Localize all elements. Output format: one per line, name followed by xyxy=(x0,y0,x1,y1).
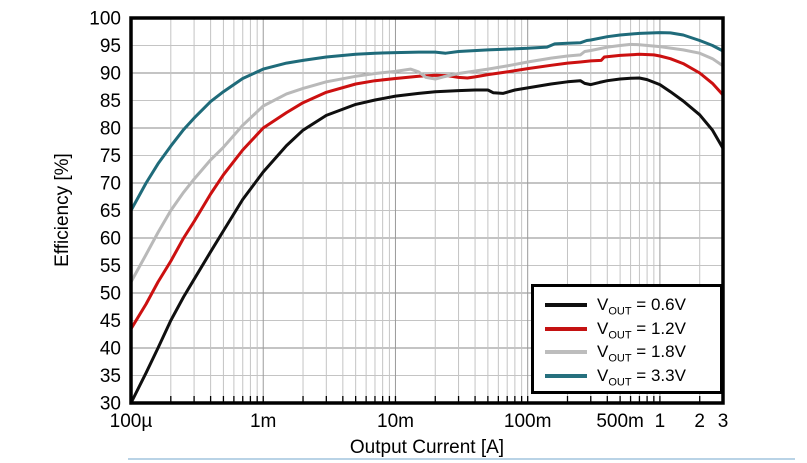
x-axis-title: Output Current [A] xyxy=(350,437,504,458)
plot-frame xyxy=(129,16,725,405)
curve-vout-0v6 xyxy=(129,76,725,405)
legend-swatch-vout-1v2 xyxy=(545,326,587,331)
y-tick-label: 30 xyxy=(100,394,121,415)
curve-layer xyxy=(129,31,725,405)
legend-swatch-vout-3v3 xyxy=(545,374,587,379)
page-divider xyxy=(128,458,795,460)
chart-legend: VOUT = 0.6V VOUT = 1.2V VOUT = 1.8V VOUT = … xyxy=(531,284,723,394)
x-tick-label: 1m xyxy=(250,411,276,432)
y-tick-label: 65 xyxy=(100,201,121,222)
y-tick-label: 90 xyxy=(100,64,121,85)
y-tick-label: 70 xyxy=(100,174,121,195)
y-tick-label: 85 xyxy=(100,91,121,112)
legend-label-vout-0v6: VOUT = 0.6V xyxy=(597,294,686,318)
y-tick-label: 60 xyxy=(100,229,121,250)
legend-label-subscript: OUT xyxy=(608,352,632,365)
curve-vout-1v2 xyxy=(129,52,725,331)
y-tick-label: 100 xyxy=(89,9,121,30)
legend-swatch-vout-0v6 xyxy=(545,302,587,307)
y-tick-label: 75 xyxy=(100,146,121,167)
legend-label-vout-3v3: VOUT = 3.3V xyxy=(597,366,686,389)
legend-label-vout-1v8: VOUT = 1.8V xyxy=(597,342,686,365)
y-tick-label: 45 xyxy=(100,311,121,332)
y-tick-label: 55 xyxy=(100,256,121,277)
x-tick-label: 2 xyxy=(694,411,705,432)
legend-label-subscript: OUT xyxy=(608,376,632,389)
axis-label-layer: 100µ 1m 10m 100m 500m 1 2 3 100 95 90 85 80 75 70 65 60 5… xyxy=(89,9,728,433)
legend-label-vout-1v2: VOUT = 1.2V xyxy=(597,318,686,342)
legend-entry-vout-3v3: VOUT = 3.3V xyxy=(534,366,720,389)
legend-label-subscript: OUT xyxy=(608,305,632,318)
y-tick-label: 40 xyxy=(100,339,121,360)
legend-label-subscript: OUT xyxy=(608,329,632,342)
x-tick-label: 10m xyxy=(377,411,414,432)
curve-vout-1v8 xyxy=(129,42,725,284)
y-axis-title: Efficiency [%] xyxy=(52,153,73,267)
legend-entry-vout-1v8: VOUT = 1.8V xyxy=(534,342,720,365)
y-tick-label: 35 xyxy=(100,366,121,387)
curve-vout-3v3 xyxy=(129,31,725,212)
x-tick-label: 1 xyxy=(655,411,666,432)
legend-swatch-vout-1v8 xyxy=(545,350,587,355)
legend-entry-vout-0v6: VOUT = 0.6V xyxy=(534,294,720,318)
legend-entry-vout-1v2: VOUT = 1.2V xyxy=(534,318,720,342)
x-tick-label: 500m xyxy=(596,411,644,432)
y-tick-label: 80 xyxy=(100,119,121,140)
x-tick-label: 100µ xyxy=(110,411,153,432)
x-tick-label: 3 xyxy=(718,411,729,432)
y-tick-label: 50 xyxy=(100,284,121,305)
x-tick-label: 100m xyxy=(504,411,552,432)
y-tick-label: 95 xyxy=(100,36,121,57)
